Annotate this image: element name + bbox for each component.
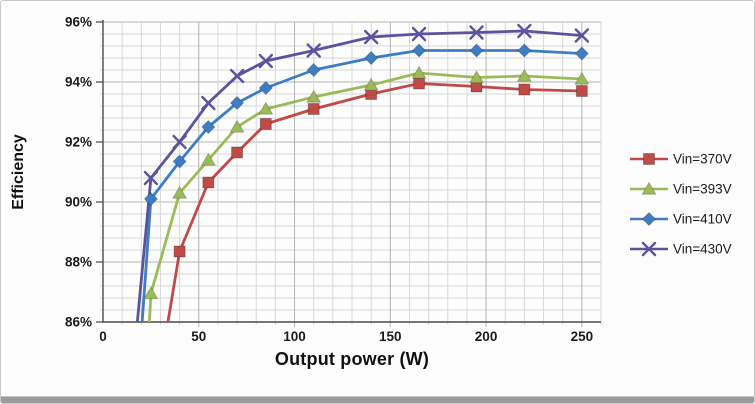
x-marker	[641, 241, 657, 257]
diamond-marker	[229, 95, 245, 111]
x-marker	[306, 43, 321, 58]
diamond-marker	[143, 191, 159, 207]
x-tick-label: 150	[379, 329, 402, 344]
diamond-marker	[411, 43, 427, 58]
diamond-marker	[574, 46, 590, 61]
diamond-marker	[172, 154, 187, 169]
triangle-marker	[468, 70, 485, 84]
x-tick-label: 50	[191, 329, 206, 344]
square-marker	[259, 118, 272, 130]
legend-item: Vin=410V	[630, 212, 732, 227]
square-marker	[173, 245, 186, 258]
legend-item: Vin=370V	[630, 152, 732, 167]
x-marker	[172, 134, 187, 150]
triangle-marker	[306, 89, 322, 103]
x-axis-title: Output power (W)	[274, 349, 430, 369]
y-tick-label: 90%	[65, 195, 92, 210]
triangle-marker	[229, 119, 245, 133]
triangle-marker	[200, 152, 217, 166]
square-marker	[202, 176, 215, 189]
legend: Vin=370V Vin=393V Vin=410V Vin=430V	[630, 152, 732, 257]
y-tick-label: 92%	[65, 135, 92, 150]
diamond-marker	[306, 62, 321, 78]
x-marker	[469, 25, 484, 40]
y-axis-title: Efficiency	[10, 134, 27, 210]
legend-label: Vin=430V	[673, 242, 732, 257]
diamond-marker	[641, 211, 657, 227]
bottom-border-bar	[1, 396, 754, 403]
x-marker	[258, 53, 274, 69]
x-marker	[201, 95, 216, 111]
axes	[96, 20, 601, 323]
y-tick-label: 94%	[65, 75, 92, 90]
series-line-vin-410v	[140, 49, 584, 322]
triangle-marker	[516, 68, 533, 82]
legend-item: Vin=430V	[630, 242, 732, 257]
x-marker	[574, 28, 590, 43]
triangle-marker	[258, 101, 274, 115]
x-marker	[363, 29, 379, 45]
legend-label: Vin=370V	[673, 152, 732, 167]
square-marker	[307, 103, 320, 115]
legend-label: Vin=393V	[673, 182, 732, 197]
x-tick-label: 250	[571, 329, 594, 344]
x-tick-label: 100	[283, 329, 306, 344]
triangle-marker	[171, 185, 188, 199]
x-marker	[143, 170, 159, 186]
x-tick-label: 200	[475, 329, 498, 344]
triangle-marker	[143, 286, 159, 300]
x-marker	[517, 23, 532, 39]
triangle-marker	[574, 71, 590, 85]
x-marker	[411, 26, 427, 42]
diamond-marker	[469, 43, 484, 58]
diamond-marker	[201, 119, 216, 135]
triangle-marker	[411, 65, 427, 79]
x-tick-label: 0	[99, 329, 107, 344]
square-marker	[231, 146, 244, 159]
y-tick-label: 96%	[65, 15, 92, 30]
series-line-vin-393v	[147, 71, 584, 322]
series-markers	[143, 23, 590, 300]
square-marker	[518, 83, 531, 96]
x-marker	[229, 68, 245, 84]
square-marker	[643, 153, 655, 165]
square-marker	[413, 77, 426, 90]
triangle-marker	[363, 77, 379, 91]
diamond-marker	[517, 43, 532, 58]
square-marker	[575, 85, 588, 97]
diamond-marker	[258, 80, 274, 96]
triangle-marker	[641, 181, 657, 195]
legend-label: Vin=410V	[673, 212, 732, 227]
diamond-marker	[363, 50, 379, 66]
y-tick-label: 88%	[65, 255, 92, 270]
tick-labels: 86% 88% 90% 92% 94% 96% 0 50 100 150 200 250	[65, 15, 593, 345]
legend-item: Vin=393V	[630, 182, 732, 197]
y-tick-label: 86%	[65, 315, 92, 330]
